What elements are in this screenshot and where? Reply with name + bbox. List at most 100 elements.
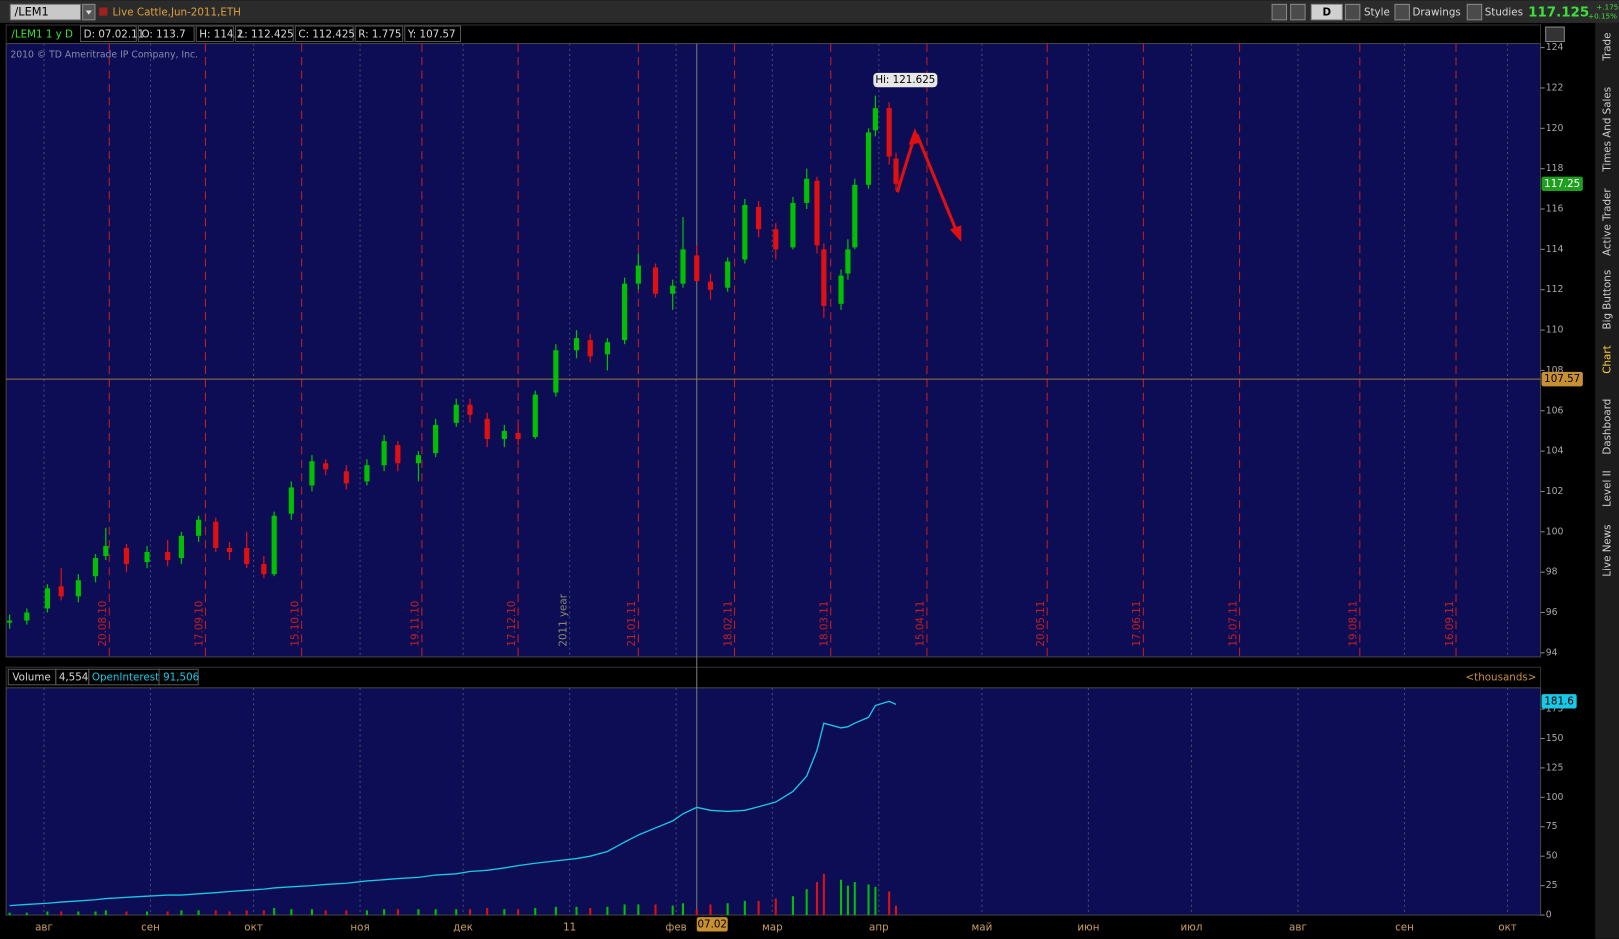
volume-bar — [8, 912, 11, 916]
tool-button[interactable] — [1271, 3, 1288, 21]
volume-bar — [486, 907, 489, 916]
side-tab[interactable]: Times And Sales — [1602, 87, 1614, 173]
open-interest-tag — [1541, 694, 1577, 709]
volume-bar — [324, 910, 327, 916]
info-cell — [195, 25, 234, 43]
last-price: 117.125 — [1528, 6, 1589, 21]
chart-settings-button[interactable] — [1545, 26, 1565, 43]
link-icon[interactable] — [99, 7, 108, 16]
legend-open-interest: OpenInterest — [92, 672, 159, 684]
info-field: H: 114.2 — [199, 28, 243, 40]
candle-body — [893, 158, 899, 184]
volume-bar — [606, 906, 609, 916]
side-tab[interactable]: Big Buttons — [1602, 270, 1614, 330]
y-tick-label: 108 — [1546, 365, 1564, 376]
volume-bar — [822, 873, 825, 916]
candle-body — [123, 547, 130, 565]
x-tick-label: окт — [1498, 921, 1517, 933]
volume-bar — [791, 896, 794, 916]
expiration-label: 15.07.11 — [1227, 601, 1239, 647]
x-tick-label: авг — [1289, 921, 1307, 933]
volume-panel — [5, 687, 1542, 916]
units: <thousands> — [1466, 672, 1537, 684]
volume-bar — [575, 906, 578, 916]
last-price-tag — [1541, 176, 1583, 192]
net-change: +.175 — [1596, 2, 1618, 11]
candle-body — [622, 283, 628, 341]
x-tick-label: авг — [35, 921, 53, 933]
aggregation: D — [1323, 7, 1332, 19]
expiration-label: 17.09.10 — [193, 601, 205, 647]
volume-bar — [273, 907, 276, 916]
candle-body — [415, 455, 422, 464]
volume-bar — [417, 909, 420, 916]
sidebar — [1595, 22, 1619, 939]
y-tick-label: 100 — [1546, 792, 1564, 803]
y-tick-label: 25 — [1546, 880, 1558, 891]
x-tick-label: сен — [1395, 921, 1414, 933]
tool-button[interactable] — [1290, 3, 1306, 21]
style-button[interactable]: Style — [1364, 7, 1390, 19]
side-tab[interactable]: Active Trader — [1602, 188, 1614, 256]
expiration-label: 21.01.11 — [626, 601, 638, 647]
candle-body — [865, 132, 872, 185]
drawings-button[interactable]: Drawings — [1412, 7, 1460, 19]
volume-bar — [623, 904, 626, 916]
volume-bar — [840, 879, 843, 916]
y-tick-label: 175 — [1546, 704, 1564, 715]
y-tick-label: 100 — [1546, 526, 1564, 537]
y-tick-label: 98 — [1546, 567, 1558, 578]
aggregation-button[interactable] — [1310, 3, 1343, 21]
studies-icon[interactable] — [1466, 3, 1483, 21]
candle-body — [395, 445, 401, 464]
x-tick-label: дек — [453, 921, 473, 933]
symbol-description: Live Cattle,Jun-2011,ETH — [113, 7, 241, 19]
year-label: 2011 year — [557, 593, 569, 646]
volume-bar — [125, 911, 128, 916]
y-tick-label: 118 — [1546, 163, 1564, 174]
expiration-label: 16.09.11 — [1444, 601, 1456, 647]
candle-body — [635, 265, 641, 284]
side-tab[interactable]: Live News — [1602, 524, 1614, 576]
candle-body — [165, 551, 171, 561]
candle-body — [821, 249, 827, 306]
expiration-label: 15.10.10 — [289, 601, 301, 647]
studies-button[interactable]: Studies — [1485, 7, 1523, 19]
side-tab[interactable]: Dashboard — [1602, 399, 1614, 455]
drawings-icon[interactable] — [1394, 3, 1410, 21]
volume-bar — [726, 903, 729, 916]
volume-bar — [245, 910, 248, 916]
expiration-label: 17.12.10 — [506, 601, 518, 647]
volume-bar — [637, 904, 640, 916]
side-tab[interactable]: Trade — [1602, 33, 1614, 62]
candle-body — [484, 418, 490, 440]
symbol-input[interactable] — [9, 3, 82, 21]
side-tab[interactable]: Chart — [1602, 345, 1614, 373]
y-tick-label: 106 — [1546, 405, 1564, 416]
volume-bar — [60, 911, 63, 916]
volume-bar — [166, 911, 169, 916]
candle-body — [467, 404, 473, 415]
volume-bar — [805, 889, 808, 916]
candle-body — [587, 340, 593, 357]
candle-body — [756, 207, 762, 230]
style-icon[interactable] — [1344, 3, 1361, 21]
candle-body — [261, 564, 267, 575]
info-cell — [354, 25, 404, 43]
y-tick-label: 114 — [1546, 244, 1564, 255]
percent-change: +0.15% — [1588, 12, 1617, 21]
x-tick-label: ноя — [350, 921, 369, 933]
candle-body — [433, 424, 439, 454]
lower-header — [5, 666, 1542, 689]
y-tick-label: 124 — [1546, 42, 1564, 53]
x-tick-label: фев — [666, 921, 687, 933]
info-field: Y: 107.57 — [407, 28, 456, 40]
volume-bar — [815, 882, 819, 916]
high-label: Hi: 121.625 — [875, 74, 935, 86]
y-tick-label: 120 — [1546, 123, 1564, 134]
candle-body — [343, 471, 349, 484]
candle-body — [852, 184, 858, 248]
side-tab[interactable]: Level II — [1602, 470, 1614, 507]
volume-bar — [894, 905, 898, 916]
volume-bar — [180, 910, 183, 916]
